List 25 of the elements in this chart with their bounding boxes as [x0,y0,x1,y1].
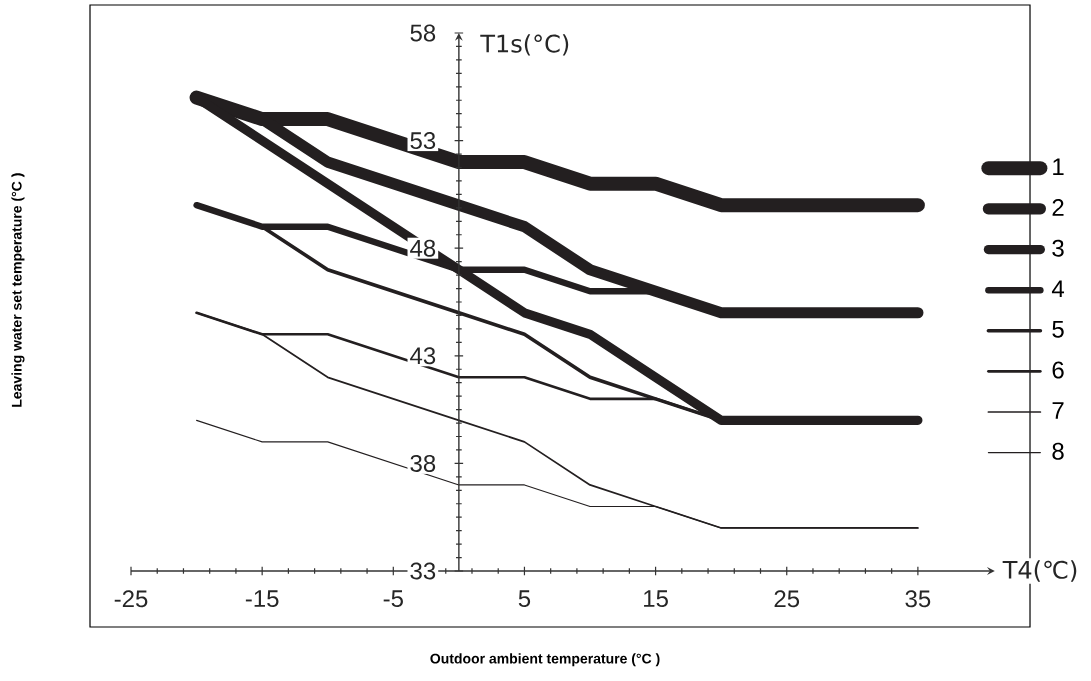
x-tick-label: 25 [774,590,800,608]
x-tick-label: 5 [518,590,531,608]
text: Outdoor ambient temperature (°C ) [430,653,660,667]
x-tick-label: 35 [905,590,931,608]
legend-label: 4 [1051,280,1065,297]
y-tick-label: 43 [410,347,436,365]
legend-label: 5 [1052,320,1064,338]
legend-label: 6 [1052,361,1064,379]
x-tick-label: -15 [245,590,279,608]
x-tick-label: -5 [383,590,403,608]
y-tick-label: 38 [410,454,436,472]
legend-label: 2 [1052,198,1064,216]
x-tick-label: -25 [114,590,148,608]
y-tick-label: 58 [410,24,436,42]
y-tick-label: 33 [410,562,436,580]
legend-label: 3 [1052,239,1064,257]
legend-label: 7 [1052,402,1064,419]
y-tick-label: 48 [410,239,436,257]
legend-label: 8 [1052,442,1064,460]
x-tick-label: 15 [644,590,668,608]
y-tick-label: 53 [410,132,436,150]
y-axis-title: T1s(°C) [480,34,569,56]
x-axis-title: T4(℃) [1002,560,1077,582]
text: Leaving water set temperature (°C ) [11,173,25,407]
legend-label: 1 [1053,158,1064,175]
